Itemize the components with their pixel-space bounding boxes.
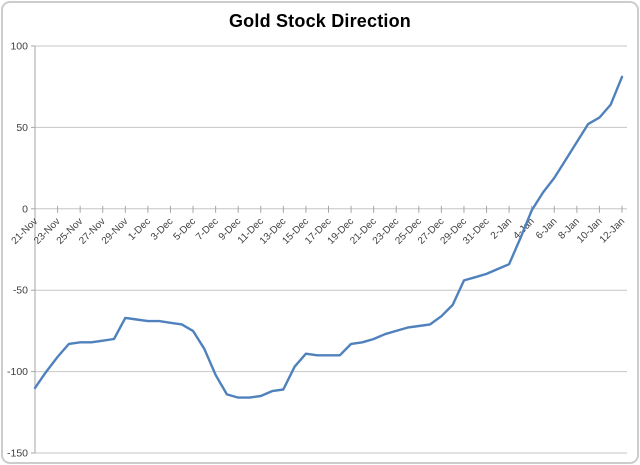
series-line <box>33 75 624 399</box>
x-axis-tick-label: 2-Jan <box>489 216 514 241</box>
x-axis-tick-label: 12-Jan <box>598 216 627 245</box>
y-axis-tick-label: -100 <box>7 366 28 378</box>
y-axis-tick-label: 100 <box>10 41 28 53</box>
x-axis-tick-label: 5-Dec <box>172 216 199 243</box>
x-axis-tick-label: 1-Dec <box>126 216 153 243</box>
x-axis-tick-label: 6-Jan <box>534 216 559 241</box>
x-axis-tick-label: 3-Dec <box>149 216 176 243</box>
y-axis-tick-label: 50 <box>16 122 28 134</box>
chart-title: Gold Stock Direction <box>228 11 412 31</box>
y-axis-tick-label: -50 <box>13 285 28 297</box>
y-axis-tick-label: 0 <box>22 203 28 215</box>
y-axis-tick-label: -150 <box>7 448 28 460</box>
x-axis-tick-label: 7-Dec <box>194 216 221 243</box>
